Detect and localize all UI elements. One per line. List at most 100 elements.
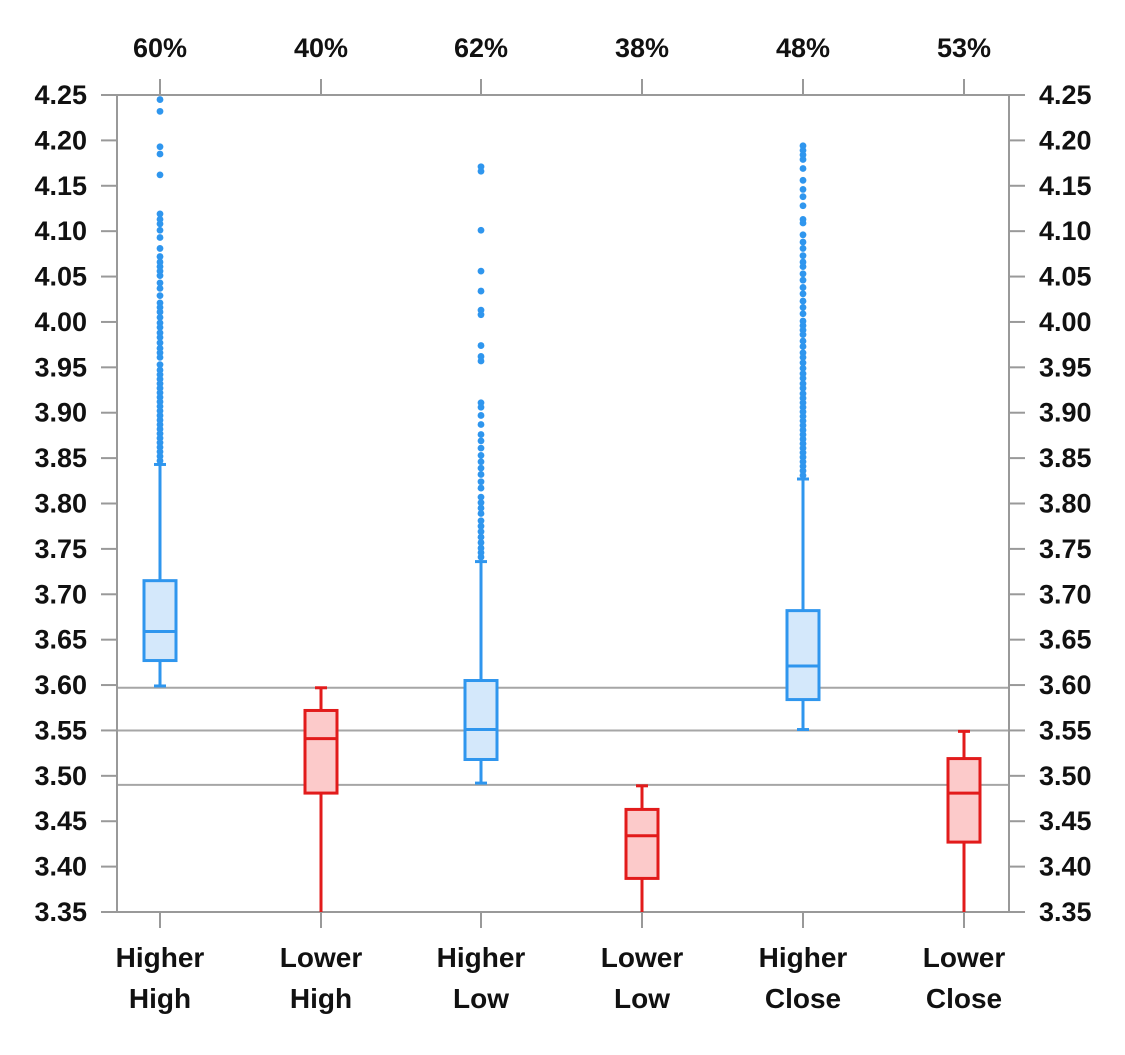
outlier-point [477, 342, 485, 349]
outlier-point [799, 364, 807, 372]
category-label-line2: Close [765, 983, 841, 1014]
y-tick-label-right: 3.90 [1039, 398, 1092, 428]
y-tick-label-left: 4.20 [34, 125, 87, 155]
outlier-point [799, 297, 807, 305]
outlier-point [477, 499, 485, 506]
outlier-point [799, 304, 807, 311]
outlier-point [156, 107, 164, 115]
outlier-point [156, 245, 164, 252]
y-tick-label-right: 4.25 [1039, 80, 1092, 110]
outlier-point [799, 245, 807, 252]
outlier-point [477, 458, 485, 466]
outlier-point [156, 143, 164, 151]
y-tick-label-right: 3.75 [1039, 534, 1092, 564]
outlier-point [156, 253, 164, 260]
outlier-point [477, 403, 485, 411]
outlier-point [156, 272, 164, 280]
iqr-box [946, 757, 982, 844]
y-tick-label-left: 3.35 [34, 897, 87, 927]
y-tick-label-left: 4.10 [34, 216, 87, 246]
outlier-point [799, 284, 807, 291]
outlier-point [477, 311, 485, 319]
y-tick-label-right: 3.55 [1039, 715, 1092, 745]
y-tick-label-left: 3.50 [34, 761, 87, 791]
outlier-point [477, 504, 485, 512]
y-tick-label-right: 4.05 [1039, 262, 1092, 292]
outlier-point [156, 361, 164, 369]
outlier-point [156, 353, 164, 361]
y-tick-label-left: 3.60 [34, 670, 87, 700]
y-tick-label-left: 3.40 [34, 852, 87, 882]
category-label-line2: High [290, 983, 352, 1014]
outlier-point [477, 478, 485, 486]
outlier-point [156, 314, 164, 321]
outlier-point [799, 359, 807, 367]
outlier-point [799, 343, 807, 350]
outlier-point [156, 226, 164, 234]
category-label-line1: Higher [437, 942, 526, 973]
y-tick-label-right: 3.45 [1039, 806, 1092, 836]
category-label-line1: Lower [601, 942, 684, 973]
outlier-point [799, 193, 807, 201]
outlier-point [477, 444, 485, 452]
outlier-point [799, 374, 807, 382]
outlier-point [799, 156, 807, 163]
outlier-point [156, 210, 164, 218]
outlier-point [799, 331, 807, 339]
outlier-point [477, 421, 485, 428]
y-tick-label-right: 3.60 [1039, 670, 1092, 700]
y-tick-label-left: 4.25 [34, 80, 87, 110]
category-label-line1: Lower [923, 942, 1006, 973]
outlier-point [477, 464, 485, 472]
y-tick-label-right: 4.00 [1039, 307, 1092, 337]
outlier-point [156, 220, 164, 228]
iqr-box [142, 579, 178, 663]
outlier-point [156, 279, 164, 287]
outlier-point [156, 234, 164, 241]
category-label-line1: Higher [116, 942, 205, 973]
y-tick-label-left: 3.80 [34, 489, 87, 519]
outlier-point [799, 176, 807, 184]
outlier-point [799, 337, 807, 345]
iqr-box [624, 807, 660, 880]
outlier-point [477, 539, 485, 546]
y-tick-label-right: 4.15 [1039, 171, 1092, 201]
y-tick-label-right: 4.10 [1039, 216, 1092, 246]
outlier-point [799, 353, 807, 361]
outlier-point [799, 276, 807, 284]
y-tick-label-right: 3.40 [1039, 852, 1092, 882]
outlier-point [477, 471, 485, 478]
outlier-point [477, 528, 485, 536]
outlier-point [477, 484, 485, 492]
outlier-point [156, 150, 164, 158]
iqr-box [463, 679, 499, 761]
top-percent-label: 48% [776, 33, 830, 63]
y-tick-label-right: 3.95 [1039, 352, 1092, 382]
outlier-point [156, 96, 164, 103]
top-percent-label: 60% [133, 33, 187, 63]
outlier-point [799, 471, 807, 479]
outlier-point [477, 412, 485, 419]
y-tick-label-right: 4.20 [1039, 125, 1092, 155]
outlier-point [799, 186, 807, 193]
outlier-point [477, 431, 485, 438]
iqr-box [785, 609, 821, 702]
outlier-point [799, 238, 807, 246]
outlier-point [799, 165, 807, 172]
outlier-point [477, 437, 485, 445]
outlier-point [799, 290, 807, 298]
outlier-point [156, 171, 164, 179]
top-percent-label: 62% [454, 33, 508, 63]
y-tick-label-left: 3.90 [34, 398, 87, 428]
outlier-point [156, 323, 164, 331]
plot-frame [116, 94, 1010, 913]
y-tick-label-left: 3.95 [34, 352, 87, 382]
outlier-point [799, 310, 807, 318]
outlier-point [477, 553, 485, 561]
y-tick-label-left: 3.75 [34, 534, 87, 564]
y-tick-label-right: 3.70 [1039, 579, 1092, 609]
outlier-point [156, 457, 164, 465]
outlier-point [799, 219, 807, 227]
iqr-box [303, 708, 339, 795]
